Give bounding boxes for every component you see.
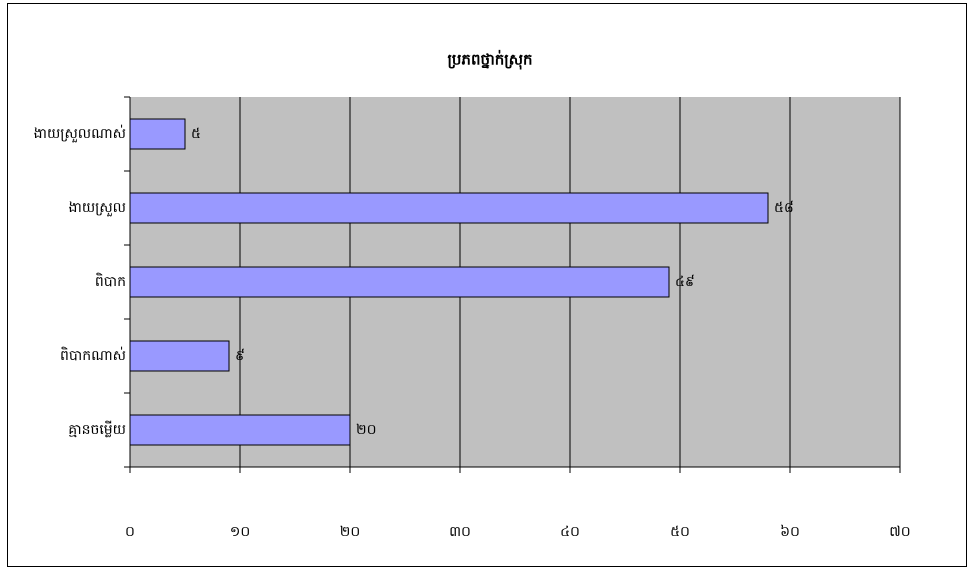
data-label: ២០ <box>356 422 377 438</box>
x-tick-label: ៣០ <box>449 524 471 540</box>
x-tick-label: ៧០ <box>889 524 910 540</box>
data-label: ៥ <box>191 126 201 142</box>
x-tick-label: ៤០ <box>560 524 580 540</box>
x-tick-label: ៥០ <box>670 524 690 540</box>
bar <box>129 340 230 372</box>
data-label: ៥៨ <box>774 200 794 216</box>
bar <box>129 118 186 150</box>
bar <box>129 192 769 224</box>
x-tick-label: ១០ <box>230 524 251 540</box>
data-label: ៤៩ <box>675 274 695 290</box>
y-tick-label: គ្មានចម្លើយ <box>68 420 126 438</box>
y-tick-label: ពិបាកណាស់ <box>60 346 126 364</box>
y-tick-label: ពិបាក <box>95 272 126 290</box>
x-tick-label: ២០ <box>340 524 361 540</box>
y-tick-label: ងាយស្រួល <box>69 200 127 217</box>
x-tick-label: ៦០ <box>780 524 800 540</box>
chart-title: ប្រភពថ្នាក់ស្រុក <box>447 50 532 71</box>
y-tick-label: ងាយស្រួលណាស់ <box>34 124 126 143</box>
bar <box>129 266 670 298</box>
x-tick-label: ០ <box>125 524 135 540</box>
data-label: ៩ <box>235 348 245 364</box>
bar <box>129 414 351 446</box>
